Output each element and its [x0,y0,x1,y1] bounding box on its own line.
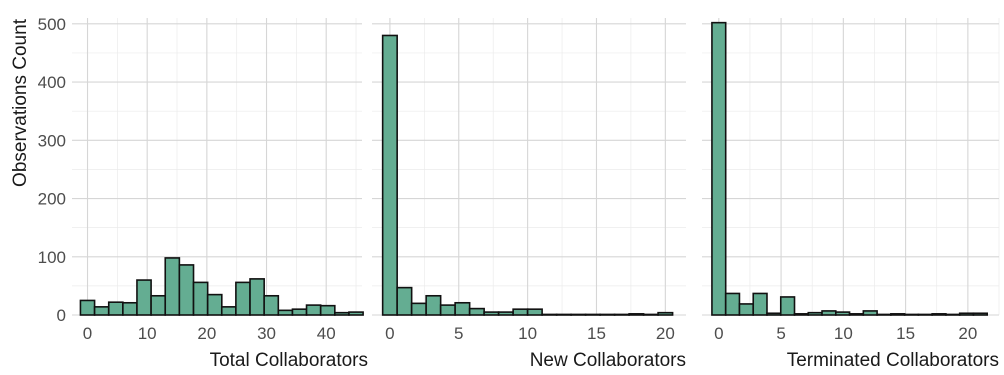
x-tick-label: 5 [776,324,785,343]
x-tick-label: 0 [714,324,723,343]
histogram-bar [136,279,152,316]
histogram-bar [235,281,251,316]
x-axis-title: Terminated Collaborators [787,350,999,371]
histogram-bar [305,304,322,316]
y-tick-label: 400 [38,73,66,92]
x-tick-label: 20 [197,324,216,343]
histogram-bar [599,313,616,316]
y-axis-title: Observations Count [10,18,31,187]
y-tick-label: 100 [38,248,66,267]
histogram-bar [766,312,782,316]
histogram-bar [711,21,727,316]
histogram-bar [425,294,442,316]
x-tick-label: 15 [896,324,915,343]
histogram-bar [334,311,350,316]
histogram-bar [570,313,587,316]
histogram-bar [483,311,500,316]
histogram-bar [657,311,674,316]
histogram-bar [192,281,209,316]
histogram-bar [752,292,768,316]
x-tick-label: 10 [138,324,157,343]
histogram-bar [512,308,529,316]
histogram-bar [890,313,906,316]
histogram-bar [848,313,865,316]
histogram-bar [628,313,645,316]
histogram-bar [79,299,96,316]
y-tick-label: 200 [38,190,66,209]
histogram-bar [93,306,110,316]
histogram-bar [291,308,308,316]
histogram-bar [454,301,471,316]
x-tick-label: 10 [834,324,853,343]
y-tick-label: 0 [57,306,66,325]
x-tick-label: 0 [385,324,394,343]
histogram-bar [439,304,456,316]
histogram-bar [555,313,572,316]
x-axis-title: Total Collaborators [210,350,368,371]
histogram-bar [931,313,947,316]
x-tick-label: 20 [958,324,977,343]
histogram-bar [876,313,892,316]
x-tick-label: 15 [587,324,606,343]
histogram-bar [903,313,920,316]
x-axis-title: New Collaborators [530,350,686,371]
histogram-bar [526,308,543,316]
histogram-bar [107,301,124,316]
histogram-bar [122,301,138,316]
histogram-bar [738,303,755,316]
histogram-bar [917,313,933,316]
x-tick-label: 40 [317,324,336,343]
histogram-bar [150,294,167,316]
histogram-bar [724,292,741,316]
histogram-bar [834,311,851,316]
histogram-bar [164,257,181,316]
histogram-bar [862,310,878,316]
histogram-bar [319,304,336,316]
x-tick-label: 10 [518,324,537,343]
histogram-bar [613,313,630,316]
histogram-bar [958,312,975,316]
histogram-bar [541,313,558,316]
histogram-bar [793,313,810,316]
histogram-bar [468,307,485,316]
x-tick-label: 30 [257,324,276,343]
histogram-bar [206,293,223,316]
histogram-bar [779,296,796,316]
histogram-bar [410,302,427,316]
histogram-bar [972,312,989,316]
histogram-bar [497,311,514,316]
histogram-bar [584,313,601,316]
panel-2: 0 5 10 15 20 New Collaborators [372,18,686,371]
x-tick-label: 0 [83,324,92,343]
histogram-bar [381,34,398,316]
histogram-bar [807,311,823,316]
histogram-bar [642,313,659,316]
panel-3: 0 5 10 15 20 Terminated Collaborators [702,18,1000,371]
histogram-bar [945,313,961,316]
x-tick-label: 20 [656,324,675,343]
x-tick-label: 5 [454,324,463,343]
histogram-bar [396,286,413,316]
histogram-bar [220,306,237,316]
histogram-bar [178,264,195,316]
histogram-bar [263,294,280,316]
y-tick-label: 500 [38,15,66,34]
panel-1: 0 100 200 300 400 500 0 10 20 30 40 Total Collabora… [38,15,368,371]
histogram-bar [821,310,837,316]
histogram-bar [277,309,294,316]
histogram-bar [249,278,265,316]
y-tick-label: 300 [38,131,66,150]
histogram-bar [348,311,364,316]
